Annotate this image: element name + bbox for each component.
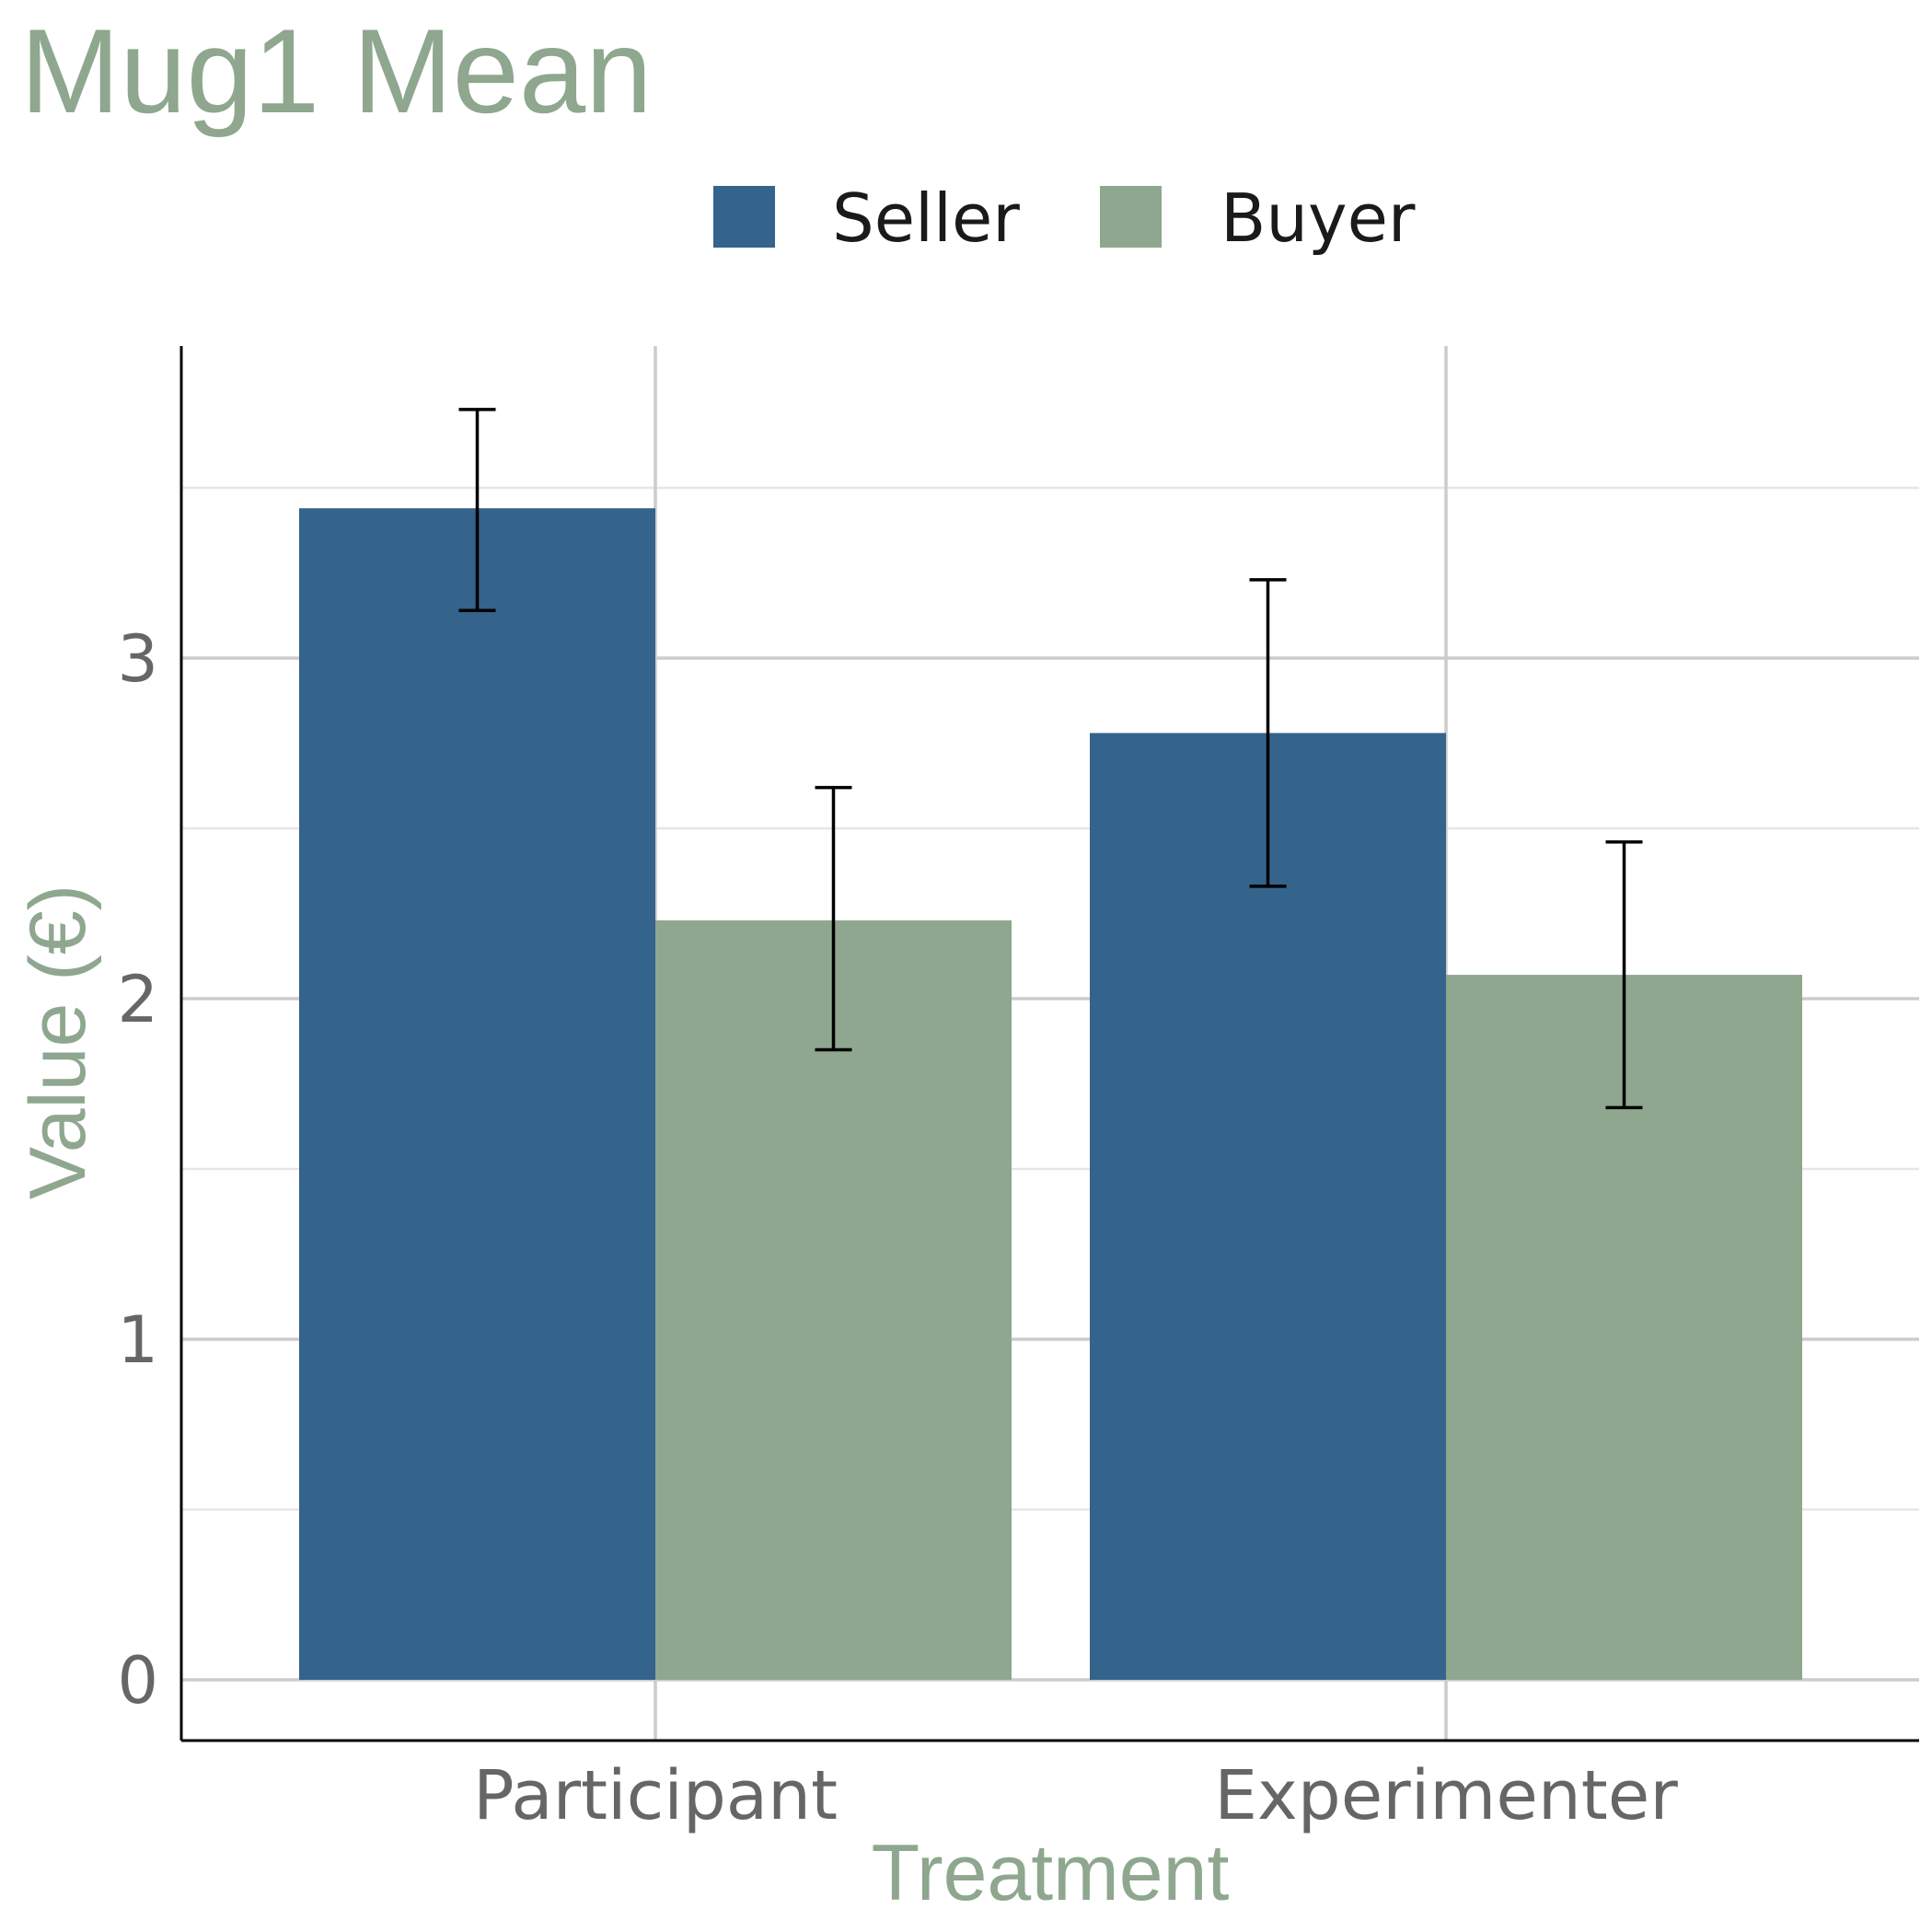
y-axis-title: Value (€) (14, 885, 102, 1200)
bar-seller-participant (299, 508, 655, 1681)
error-bar-seller-experimenter (1249, 578, 1287, 888)
legend-item-buyer: Buyer (1100, 179, 1416, 257)
legend-label: Buyer (1221, 179, 1416, 257)
y-tick-label: 0 (117, 1643, 158, 1718)
x-tick-label: Experimenter (1214, 1756, 1678, 1835)
error-bars (458, 408, 1643, 1110)
x-axis-title: Treatment (872, 1829, 1230, 1917)
bar-seller-experimenter (1090, 733, 1446, 1680)
legend-item-seller: Seller (713, 179, 1020, 257)
y-tick-label: 3 (117, 621, 158, 697)
x-tick-label: Participant (473, 1756, 838, 1835)
legend-label: Seller (832, 179, 1020, 257)
chart-title: Mug1 Mean (20, 4, 653, 138)
error-bar-buyer-participant (815, 785, 852, 1052)
legend: Seller Buyer (713, 179, 1416, 257)
legend-key-buyer (1100, 186, 1162, 248)
error-bar-seller-participant (458, 408, 496, 612)
y-tick-label: 1 (117, 1302, 158, 1378)
bars (299, 508, 1802, 1681)
y-tick-labels: 0 1 2 3 (117, 621, 158, 1718)
y-tick-label: 2 (117, 962, 158, 1037)
error-bar-buyer-experimenter (1605, 840, 1643, 1110)
legend-key-seller (713, 186, 775, 248)
x-tick-labels: Participant Experimenter (473, 1756, 1678, 1835)
